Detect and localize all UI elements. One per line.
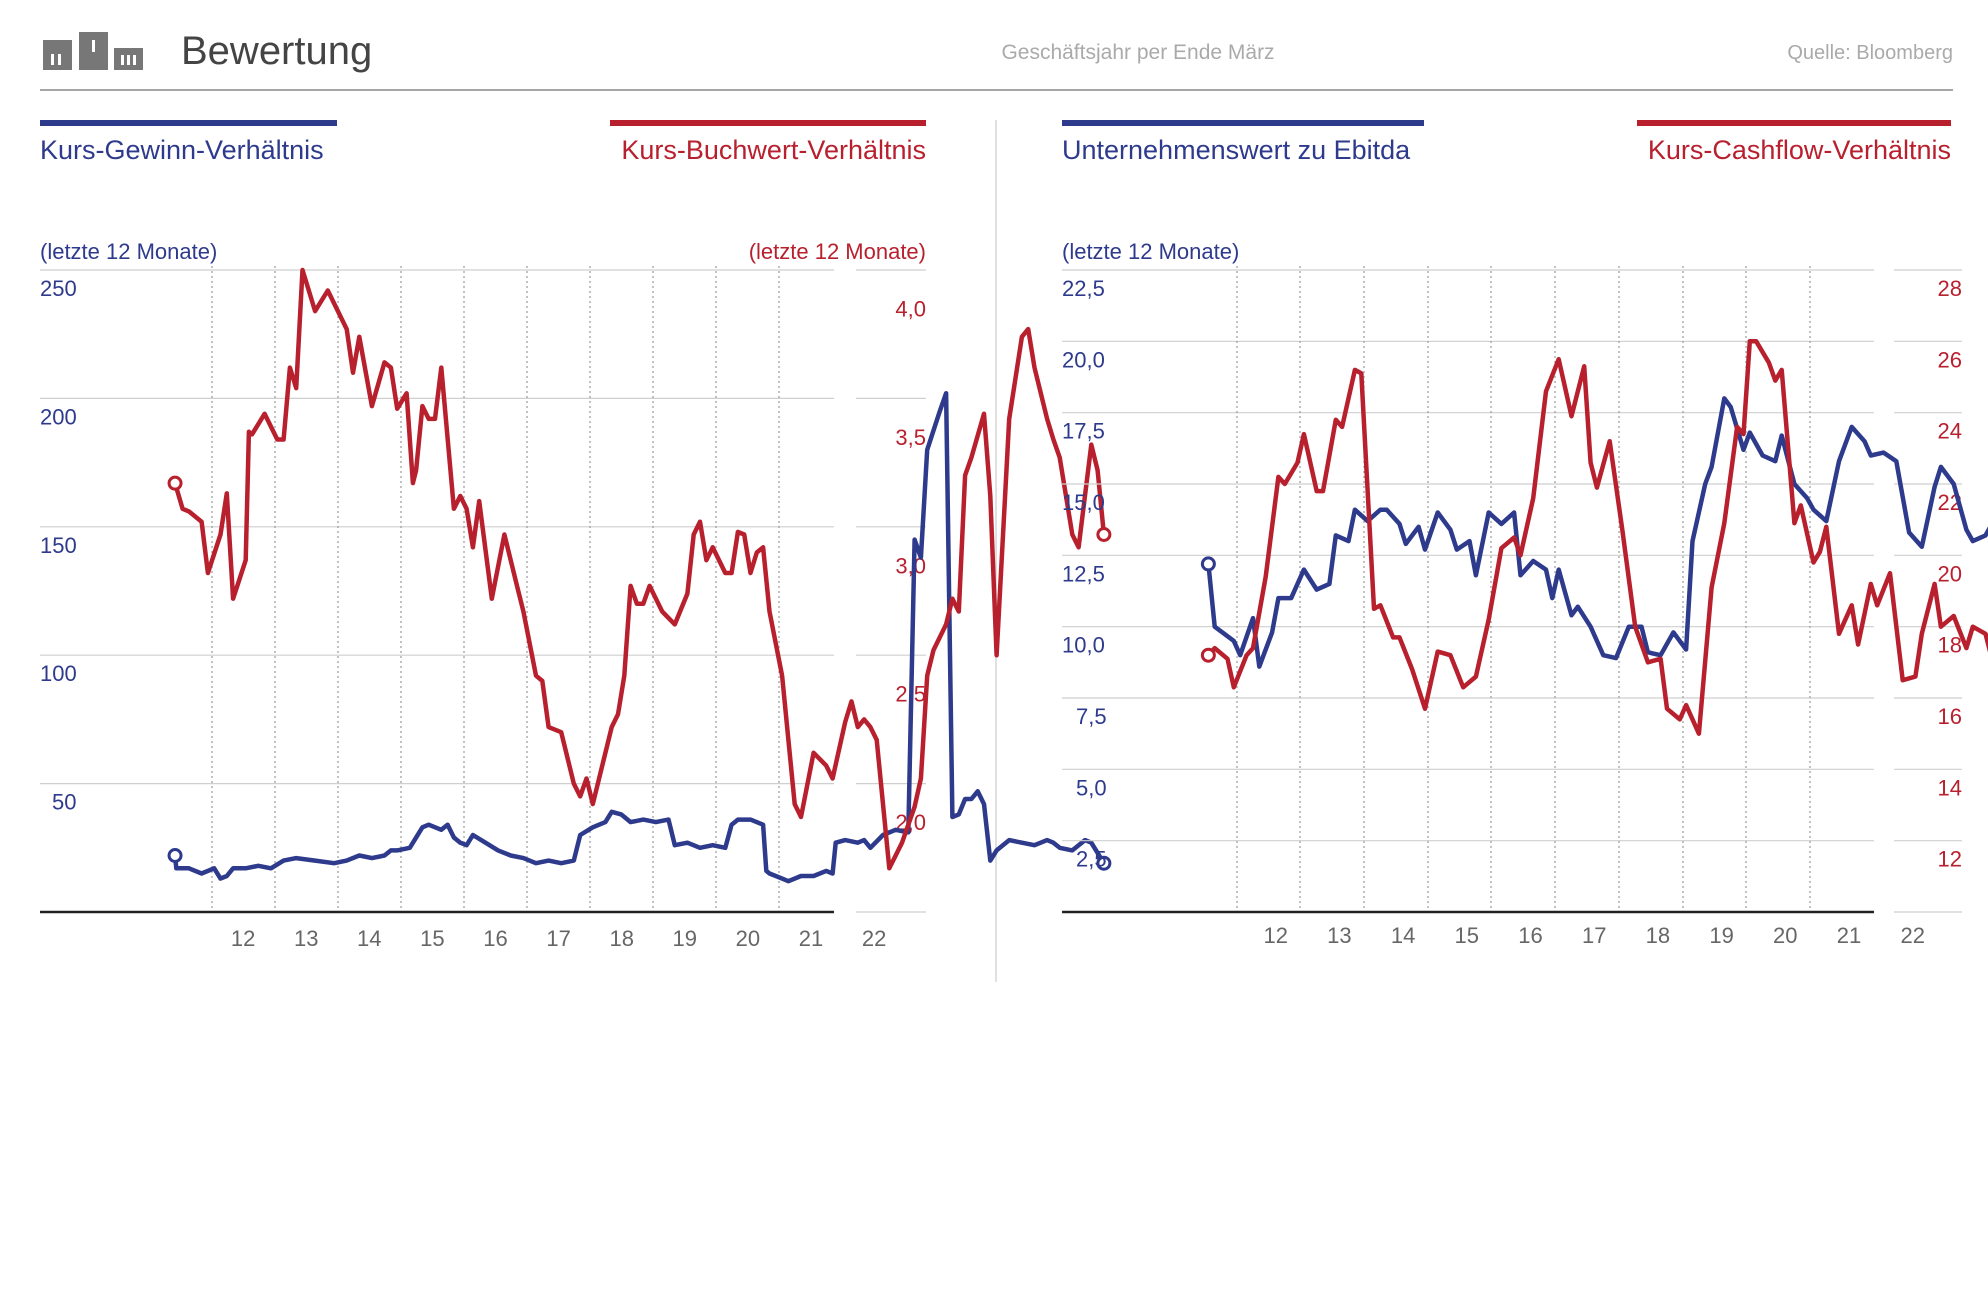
legend-swatch-kcv bbox=[1637, 120, 1951, 126]
x-axis-ticks: 12 13 14 15 16 17 18 19 20 21 22 bbox=[1263, 923, 1924, 948]
right-tick: 28 bbox=[1938, 276, 1962, 301]
series-start-marker bbox=[1200, 647, 1216, 663]
left-tick: 2,5 bbox=[1076, 847, 1107, 872]
left-tick: 200 bbox=[40, 404, 77, 429]
series-group bbox=[1200, 339, 1988, 736]
left-tick: 22,5 bbox=[1062, 276, 1105, 301]
x-tick: 22 bbox=[862, 926, 886, 951]
x-tick: 12 bbox=[231, 926, 255, 951]
x-tick: 13 bbox=[1327, 923, 1351, 948]
x-tick: 20 bbox=[736, 926, 760, 951]
x-tick: 21 bbox=[799, 926, 823, 951]
left-tick: 10,0 bbox=[1062, 633, 1105, 658]
page-subtitle: Geschäftsjahr per Ende März bbox=[1001, 41, 1274, 64]
left-tick: 7,5 bbox=[1076, 704, 1107, 729]
x-tick: 15 bbox=[420, 926, 444, 951]
series-start-marker bbox=[167, 848, 183, 864]
series-line bbox=[1206, 339, 1988, 736]
left-unit-label: (letzte 12 Monate) bbox=[40, 239, 217, 264]
right-tick: 24 bbox=[1938, 419, 1962, 444]
legend-label-kbv: Kurs-Buchwert-Verhältnis bbox=[621, 135, 926, 165]
x-tick: 12 bbox=[1263, 923, 1287, 948]
gridlines bbox=[1062, 269, 1962, 913]
left-unit-label: (letzte 12 Monate) bbox=[1062, 239, 1239, 264]
legend-label-ev-ebitda: Unternehmenswert zu Ebitda bbox=[1062, 135, 1411, 165]
series-group bbox=[167, 267, 1112, 884]
legend-swatch-kgv bbox=[40, 120, 337, 126]
logo-icon bbox=[43, 32, 143, 70]
x-tick: 18 bbox=[1646, 923, 1670, 948]
x-tick: 20 bbox=[1773, 923, 1797, 948]
x-tick: 18 bbox=[609, 926, 633, 951]
series-end-marker bbox=[1096, 527, 1112, 543]
right-tick: 4,0 bbox=[895, 297, 926, 322]
left-tick: 100 bbox=[40, 661, 77, 686]
left-tick: 5,0 bbox=[1076, 775, 1107, 800]
x-tick: 16 bbox=[1518, 923, 1542, 948]
left-axis-ticks: 22,5 20,0 17,5 15,0 12,5 10,0 7,5 5,0 2,… bbox=[1062, 276, 1107, 872]
chart-panel-2: Unternehmenswert zu Ebitda Kurs-Cashflow… bbox=[1062, 120, 1988, 948]
x-tick: 19 bbox=[673, 926, 697, 951]
x-axis-ticks: 12 13 14 15 16 17 18 19 20 21 22 bbox=[231, 926, 886, 951]
left-tick: 150 bbox=[40, 533, 77, 558]
x-tick: 14 bbox=[1391, 923, 1415, 948]
right-tick: 20 bbox=[1938, 561, 1962, 586]
left-tick: 20,0 bbox=[1062, 347, 1105, 372]
x-tick: 15 bbox=[1455, 923, 1479, 948]
x-tick: 13 bbox=[294, 926, 318, 951]
legend-label-kcv: Kurs-Cashflow-Verhältnis bbox=[1648, 135, 1951, 165]
page-title: Bewertung bbox=[181, 29, 372, 73]
x-tick: 21 bbox=[1837, 923, 1861, 948]
right-tick: 14 bbox=[1938, 775, 1962, 800]
right-tick: 26 bbox=[1938, 347, 1962, 372]
right-tick: 18 bbox=[1938, 633, 1962, 658]
left-axis-ticks: 250 200 150 100 50 bbox=[40, 276, 77, 815]
legend-label-kgv: Kurs-Gewinn-Verhältnis bbox=[40, 135, 324, 165]
legend-swatch-kbv bbox=[610, 120, 926, 126]
x-tick: 17 bbox=[1582, 923, 1606, 948]
series-start-marker bbox=[167, 475, 183, 491]
right-tick: 3,5 bbox=[895, 425, 926, 450]
series-end-marker bbox=[1096, 855, 1112, 871]
left-tick: 15,0 bbox=[1062, 490, 1105, 515]
series-line bbox=[172, 391, 1107, 884]
left-tick: 17,5 bbox=[1062, 419, 1105, 444]
series-start-marker bbox=[1200, 556, 1216, 572]
x-tick: 14 bbox=[357, 926, 381, 951]
x-tick: 16 bbox=[483, 926, 507, 951]
right-axis-ticks: 28 26 24 22 20 18 16 14 12 bbox=[1938, 276, 1962, 872]
x-tick: 17 bbox=[546, 926, 570, 951]
x-tick: 22 bbox=[1900, 923, 1924, 948]
right-unit-label: (letzte 12 Monate) bbox=[749, 239, 926, 264]
left-tick: 250 bbox=[40, 276, 77, 301]
source-note: Quelle: Bloomberg bbox=[1787, 42, 1953, 64]
right-tick: 12 bbox=[1938, 847, 1962, 872]
gridlines bbox=[40, 269, 926, 913]
x-tick: 19 bbox=[1709, 923, 1733, 948]
chart-panel-1: Kurs-Gewinn-Verhältnis Kurs-Buchwert-Ver… bbox=[40, 120, 1112, 951]
right-tick: 16 bbox=[1938, 704, 1962, 729]
series-line bbox=[172, 267, 1107, 871]
left-tick: 50 bbox=[52, 790, 76, 815]
series-line bbox=[1206, 396, 1988, 669]
legend-swatch-ev-ebitda bbox=[1062, 120, 1424, 126]
left-tick: 12,5 bbox=[1062, 561, 1105, 586]
